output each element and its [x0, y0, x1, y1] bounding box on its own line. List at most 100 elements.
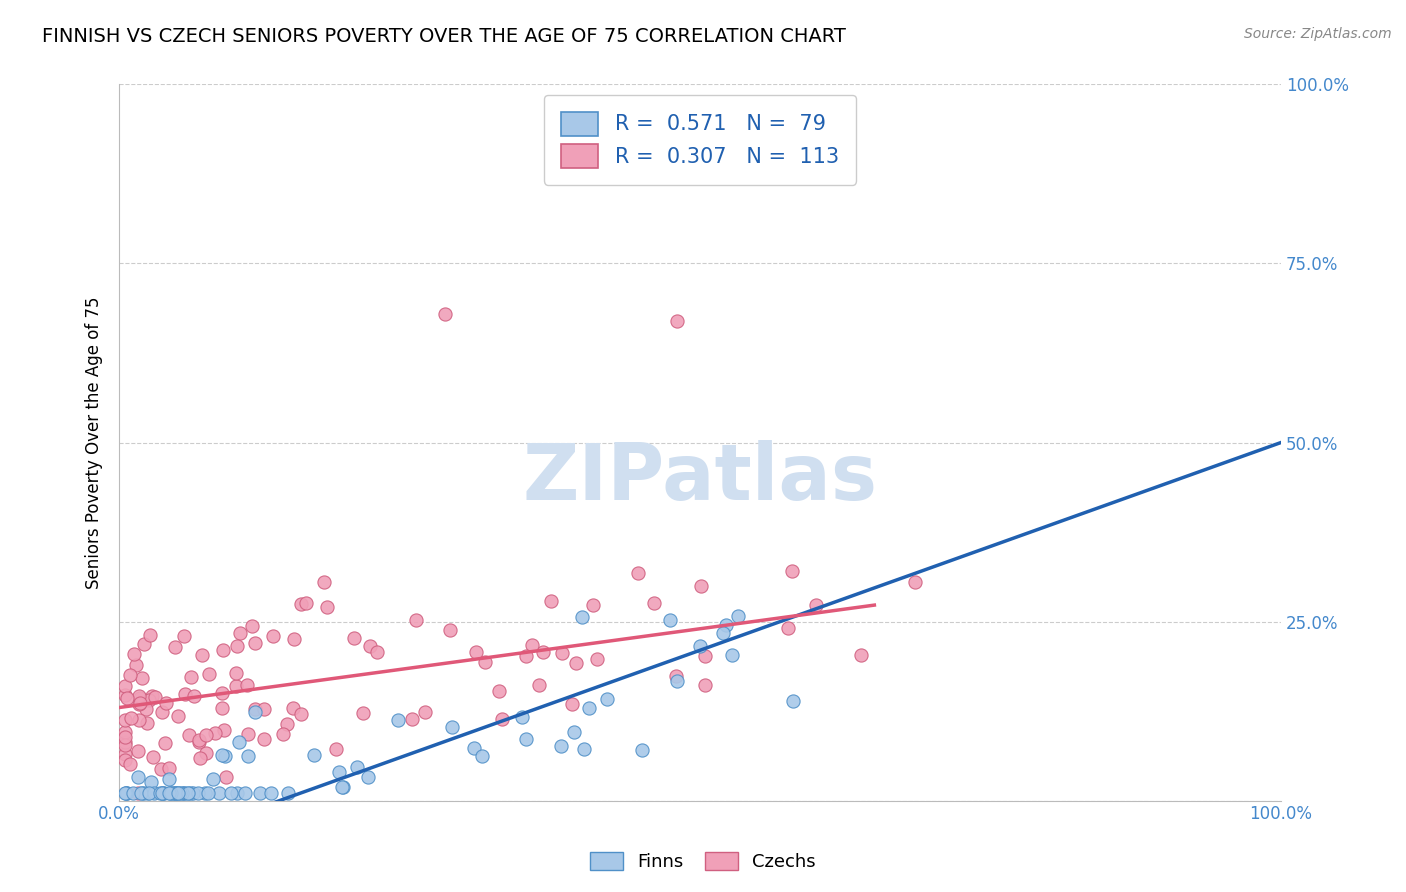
Point [721, 648, 744, 663]
Point [125, 658, 148, 673]
Point [776, 621, 799, 635]
Point [243, 702, 266, 716]
Point [114, 713, 136, 727]
Point [359, 639, 381, 653]
Point [187, 735, 209, 749]
Point [139, 775, 162, 789]
Point [343, 631, 366, 645]
Point [131, 787, 153, 801]
Point [225, 666, 247, 681]
Point [581, 598, 603, 612]
Point [565, 657, 588, 671]
Point [170, 787, 193, 801]
Point [157, 772, 180, 786]
Point [283, 701, 305, 715]
Point [240, 619, 263, 633]
Point [212, 643, 235, 657]
Point [173, 787, 195, 801]
Point [290, 597, 312, 611]
Point [277, 787, 299, 801]
Point [165, 787, 187, 801]
Point [782, 694, 804, 708]
Point [904, 575, 927, 590]
Point [160, 787, 183, 801]
Point [162, 787, 184, 801]
Point [804, 598, 827, 612]
Point [180, 787, 202, 801]
Point [114, 747, 136, 761]
Point [540, 593, 562, 607]
Point [849, 648, 872, 663]
Point [314, 575, 336, 590]
Point [464, 645, 486, 659]
Point [150, 787, 173, 801]
Point [128, 697, 150, 711]
Point [315, 599, 337, 614]
Point [187, 733, 209, 747]
Point [238, 749, 260, 764]
Point [433, 307, 456, 321]
Point [181, 787, 204, 801]
Point [325, 742, 347, 756]
Point [129, 691, 152, 706]
Point [197, 666, 219, 681]
Point [332, 780, 354, 794]
Point [463, 740, 485, 755]
Point [665, 669, 688, 683]
Point [228, 735, 250, 749]
Point [114, 725, 136, 739]
Point [328, 765, 350, 780]
Point [302, 747, 325, 762]
Point [141, 690, 163, 704]
Point [177, 728, 200, 742]
Point [562, 724, 585, 739]
Point [177, 787, 200, 801]
Point [195, 728, 218, 742]
Point [193, 787, 215, 801]
Point [689, 640, 711, 654]
Legend: Finns, Czechs: Finns, Czechs [583, 845, 823, 879]
Point [138, 787, 160, 801]
Point [114, 787, 136, 801]
Point [201, 772, 224, 786]
Point [488, 683, 510, 698]
Point [550, 739, 572, 754]
Point [157, 761, 180, 775]
Point [229, 626, 252, 640]
Point [245, 635, 267, 649]
Point [150, 762, 173, 776]
Point [153, 787, 176, 801]
Point [551, 646, 574, 660]
Point [346, 760, 368, 774]
Point [366, 645, 388, 659]
Point [627, 566, 650, 581]
Point [159, 787, 181, 801]
Point [204, 726, 226, 740]
Point [132, 637, 155, 651]
Point [249, 787, 271, 801]
Point [139, 628, 162, 642]
Point [135, 702, 157, 716]
Point [127, 786, 149, 800]
Point [219, 787, 242, 801]
Point [440, 720, 463, 734]
Point [727, 608, 749, 623]
Point [262, 629, 284, 643]
Point [330, 780, 353, 794]
Point [127, 744, 149, 758]
Point [780, 564, 803, 578]
Point [572, 742, 595, 756]
Point [236, 678, 259, 692]
Point [114, 738, 136, 752]
Point [155, 697, 177, 711]
Point [245, 705, 267, 719]
Point [128, 697, 150, 711]
Point [283, 632, 305, 647]
Point [352, 706, 374, 720]
Point [643, 596, 665, 610]
Point [401, 712, 423, 726]
Point [413, 705, 436, 719]
Point [138, 693, 160, 707]
Point [163, 640, 186, 654]
Point [690, 579, 713, 593]
